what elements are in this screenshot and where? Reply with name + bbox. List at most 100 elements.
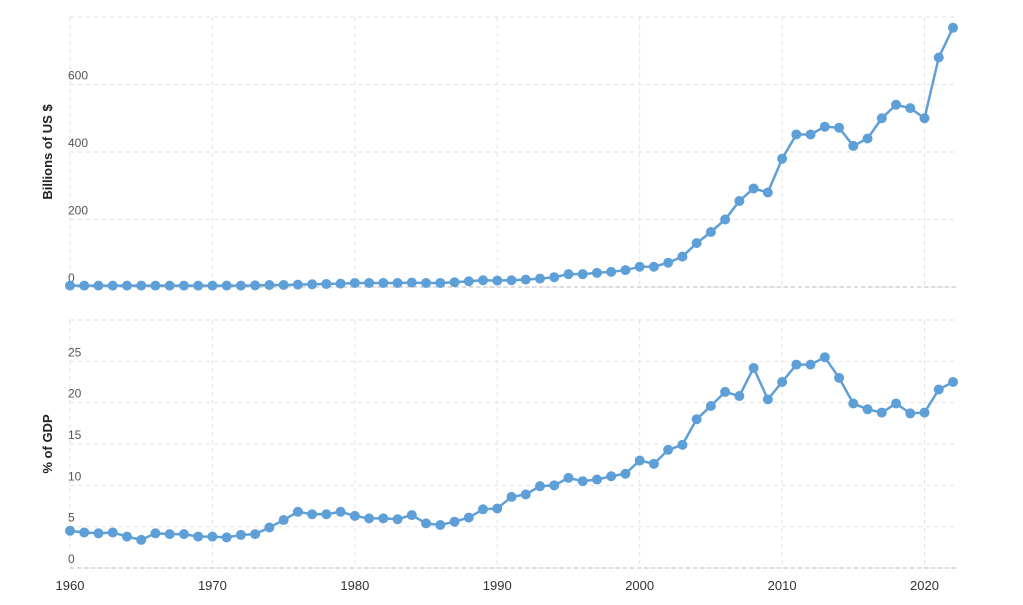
data-point xyxy=(349,277,360,288)
data-point xyxy=(307,509,318,520)
data-point xyxy=(805,359,816,370)
data-point xyxy=(577,476,588,487)
data-point xyxy=(406,277,417,288)
data-point xyxy=(905,103,916,114)
data-point xyxy=(905,408,916,419)
data-point xyxy=(492,503,503,514)
data-point xyxy=(463,512,474,523)
data-point xyxy=(349,510,360,521)
data-point xyxy=(919,407,930,418)
data-point xyxy=(948,22,958,33)
x-tick-label: 2010 xyxy=(768,578,797,593)
data-point xyxy=(848,398,859,409)
data-point xyxy=(805,129,816,140)
data-point xyxy=(449,277,460,288)
x-tick-label: 2000 xyxy=(625,578,654,593)
data-point xyxy=(207,531,218,542)
data-point xyxy=(549,480,560,491)
data-point xyxy=(235,529,246,540)
data-point xyxy=(235,280,246,291)
data-point xyxy=(606,471,617,482)
data-point xyxy=(819,352,830,363)
y-tick-label: 15 xyxy=(68,428,82,442)
data-point xyxy=(648,458,659,469)
data-point xyxy=(591,267,602,278)
data-point xyxy=(634,455,645,466)
data-point xyxy=(250,280,261,291)
data-point xyxy=(834,122,845,133)
data-point xyxy=(364,513,375,524)
data-point xyxy=(506,491,517,502)
data-point xyxy=(264,279,275,290)
data-point xyxy=(563,472,574,483)
data-point xyxy=(691,414,702,425)
data-point xyxy=(634,261,645,272)
x-tick-label: 2020 xyxy=(910,578,939,593)
data-point xyxy=(506,275,517,286)
data-point xyxy=(93,280,104,291)
y-axis-label: % of GDP xyxy=(40,414,55,474)
data-point xyxy=(321,278,332,289)
data-point xyxy=(136,280,147,291)
data-point xyxy=(591,474,602,485)
data-point xyxy=(121,280,132,291)
data-point xyxy=(65,525,75,536)
y-tick-label: 400 xyxy=(68,136,88,150)
data-point xyxy=(862,404,873,415)
data-point xyxy=(492,275,503,286)
data-point xyxy=(65,280,75,291)
data-point xyxy=(364,277,375,288)
data-point xyxy=(848,140,859,151)
data-point xyxy=(207,280,218,291)
data-point xyxy=(392,277,403,288)
data-point xyxy=(891,398,902,409)
data-point xyxy=(720,386,731,397)
data-point xyxy=(705,400,716,411)
data-point xyxy=(136,534,147,545)
data-point xyxy=(748,362,759,373)
data-point xyxy=(520,274,531,285)
data-point xyxy=(435,277,446,288)
data-point xyxy=(421,277,432,288)
data-point xyxy=(178,529,189,540)
y-tick-label: 20 xyxy=(68,387,82,401)
y-tick-label: 600 xyxy=(68,69,88,83)
data-point xyxy=(933,384,944,395)
data-point xyxy=(463,276,474,287)
data-point xyxy=(862,133,873,144)
data-point xyxy=(164,529,175,540)
y-tick-label: 25 xyxy=(68,345,82,359)
data-point xyxy=(79,280,90,291)
data-point xyxy=(278,279,289,290)
series-line xyxy=(69,355,954,542)
x-tick-label: 1960 xyxy=(56,578,85,593)
data-point xyxy=(378,513,389,524)
data-point xyxy=(264,522,275,533)
data-point xyxy=(121,531,132,542)
data-point xyxy=(164,280,175,291)
data-point xyxy=(534,481,545,492)
data-point xyxy=(648,261,659,272)
data-point xyxy=(677,251,688,262)
data-point xyxy=(777,377,788,387)
data-point xyxy=(834,372,845,383)
data-point xyxy=(435,520,446,531)
data-point xyxy=(563,269,574,280)
data-point xyxy=(748,183,759,194)
data-point xyxy=(577,269,588,280)
data-point xyxy=(876,113,887,124)
y-tick-label: 0 xyxy=(68,271,75,285)
y-axis-label: Billions of US $ xyxy=(40,104,55,200)
data-point xyxy=(392,514,403,525)
data-point xyxy=(720,214,731,225)
data-point xyxy=(221,532,232,543)
data-point xyxy=(663,257,674,268)
data-point xyxy=(734,391,745,402)
data-point xyxy=(933,52,944,63)
y-tick-label: 10 xyxy=(68,469,82,483)
data-point xyxy=(292,506,303,517)
data-point xyxy=(307,279,318,290)
x-tick-label: 1970 xyxy=(198,578,227,593)
data-point xyxy=(93,528,104,539)
